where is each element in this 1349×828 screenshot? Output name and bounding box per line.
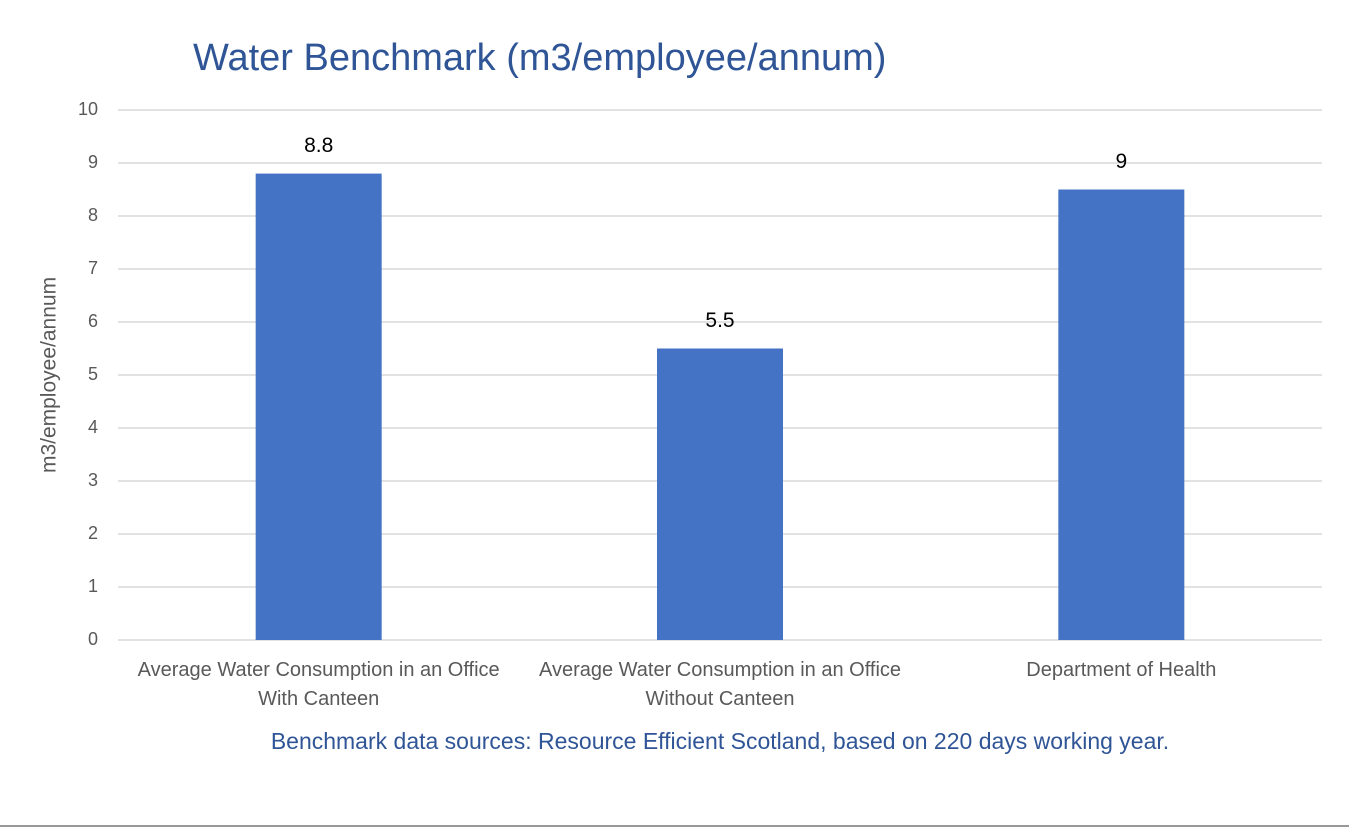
- bar: [1058, 189, 1185, 640]
- x-tick-label-box: Department of Health: [1026, 659, 1217, 681]
- y-tick-label: 1: [88, 576, 98, 596]
- chart-title: Water Benchmark (m3/employee/annum): [193, 37, 886, 79]
- data-label: 9: [1115, 150, 1127, 173]
- x-tick-label: Average Water Consumption in an Office W…: [137, 659, 500, 710]
- data-label: 8.8: [304, 134, 333, 157]
- data-label: 5.5: [705, 309, 734, 332]
- y-axis-label: m3/employee/annum: [38, 277, 61, 473]
- x-tick-label: Average Water Consumption in an Office W…: [538, 659, 902, 710]
- y-tick-label: 10: [78, 99, 98, 119]
- y-tick-label: 8: [88, 205, 98, 225]
- y-tick-label: 6: [88, 311, 98, 331]
- note: Benchmark data sources: Resource Efficie…: [271, 728, 1169, 754]
- y-tick-label: 9: [88, 152, 98, 172]
- x-tick-label-box: Average Water Consumption in an Office W…: [538, 659, 902, 710]
- y-tick-label: 3: [88, 470, 98, 490]
- bar: [255, 173, 382, 640]
- y-tick-label: 4: [88, 417, 98, 437]
- x-tick-label: Department of Health: [1026, 659, 1217, 681]
- x-tick-label-box: Average Water Consumption in an Office W…: [137, 659, 500, 710]
- y-tick-label: 5: [88, 364, 98, 384]
- y-tick-label: 7: [88, 258, 98, 278]
- bar: [657, 348, 783, 640]
- y-tick-label: 0: [88, 629, 98, 649]
- y-tick-label: 2: [88, 523, 98, 543]
